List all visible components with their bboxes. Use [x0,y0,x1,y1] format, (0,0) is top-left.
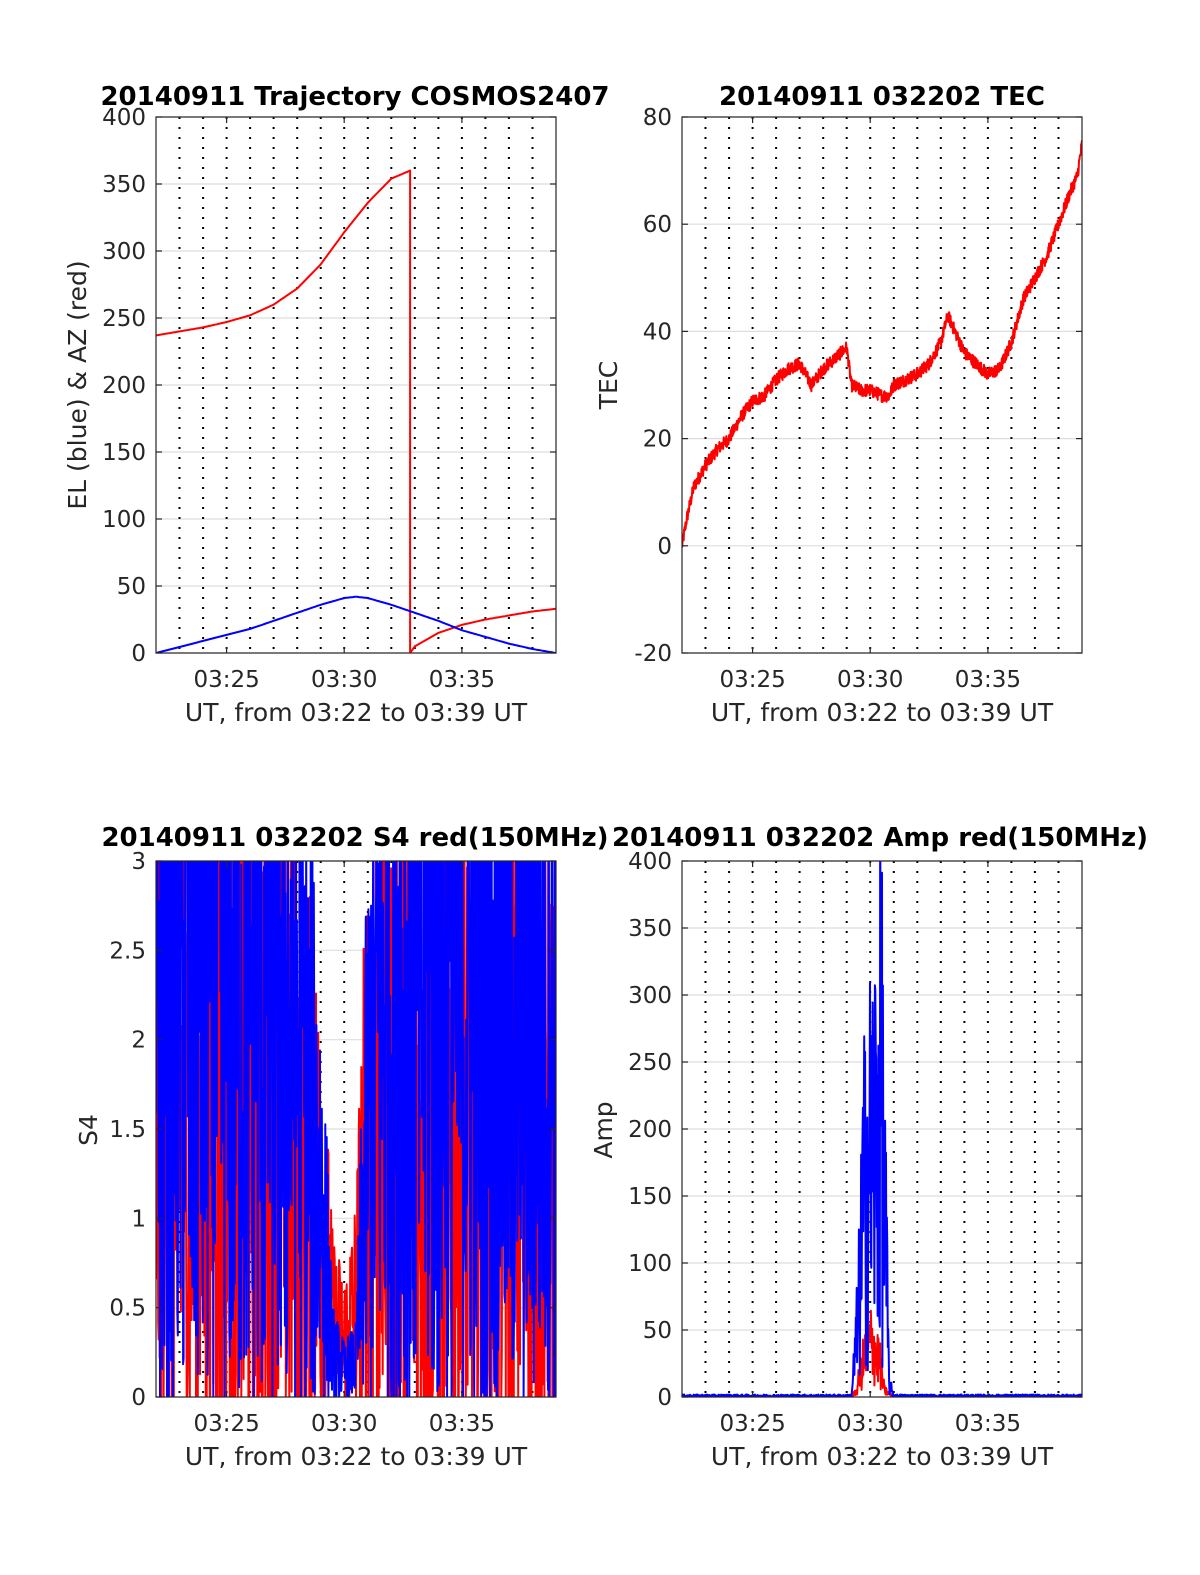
y-tick-label: 0.5 [109,1296,146,1322]
series-line [682,140,1082,548]
series-line [156,861,556,1397]
x-tick-label: 03:30 [837,667,903,693]
y-tick-label: 0 [131,1385,146,1411]
panel-amp: 20140911 032202 Amp red(150MHz) 0 50 100 15… [589,823,1148,1471]
panel-tec: 20140911 032202 TEC -20 0 20 40 60 80 03:25 03:… [594,82,1083,727]
x-tick-label: 03:30 [311,1411,377,1437]
y-axis-label: S4 [74,1114,103,1146]
y-tick-label: 100 [102,507,146,533]
y-tick-label: 300 [628,983,672,1009]
x-tick-label: 03:30 [311,667,377,693]
y-tick-label: 400 [102,105,146,131]
x-tick-label: 03:35 [429,1411,495,1437]
y-tick-label: 80 [643,105,672,131]
x-tick-label: 03:25 [193,667,259,693]
y-tick-label: 350 [102,172,146,198]
y-tick-label: 0 [657,534,672,560]
x-tick-label: 03:25 [719,667,785,693]
panel-s4: 20140911 032202 S4 red(150MHz) 0 0.5 1 1.5 2… [74,823,609,1471]
series-line [682,861,1082,1397]
x-tick-label: 03:35 [429,667,495,693]
y-tick-label: 20 [643,427,672,453]
y-tick-label: 2 [131,1028,146,1054]
x-tick-label: 03:30 [837,1411,903,1437]
x-tick-label: 03:35 [955,1411,1021,1437]
y-tick-label: -20 [634,641,672,667]
y-tick-label: 50 [643,1318,672,1344]
y-tick-label: 250 [628,1050,672,1076]
y-tick-label: 150 [102,440,146,466]
panel-title: 20140911 032202 TEC [719,82,1045,112]
y-tick-label: 2.5 [109,938,146,964]
x-tick-label: 03:25 [193,1411,259,1437]
panel-title: 20140911 032202 S4 red(150MHz) [101,823,608,853]
y-axis-label: TEC [594,361,623,411]
y-tick-label: 200 [628,1117,672,1143]
x-axis-label: UT, from 03:22 to 03:39 UT [185,1442,528,1471]
y-tick-label: 350 [628,916,672,942]
y-tick-label: 0 [657,1385,672,1411]
y-tick-label: 200 [102,373,146,399]
x-axis-label: UT, from 03:22 to 03:39 UT [185,698,528,727]
x-tick-label: 03:25 [719,1411,785,1437]
y-tick-label: 400 [628,849,672,875]
y-tick-label: 40 [643,319,672,345]
y-tick-label: 300 [102,239,146,265]
y-tick-label: 0 [131,641,146,667]
y-tick-label: 250 [102,306,146,332]
x-axis-label: UT, from 03:22 to 03:39 UT [711,1442,1054,1471]
y-tick-label: 1 [131,1206,146,1232]
y-axis-label: Amp [589,1101,618,1158]
plot-area [681,116,1083,654]
y-tick-label: 3 [131,849,146,875]
y-tick-label: 100 [628,1251,672,1277]
series-line [156,595,556,653]
x-tick-label: 03:35 [955,667,1021,693]
y-axis-label: EL (blue) & AZ (red) [63,260,92,509]
y-tick-label: 150 [628,1184,672,1210]
panel-title: 20140911 032202 Amp red(150MHz) [612,823,1148,853]
panel-title: 20140911 Trajectory COSMOS2407 [100,82,609,112]
panel-trajectory: 20140911 Trajectory COSMOS2407 0 50 100 150… [63,82,610,727]
y-tick-label: 1.5 [109,1117,146,1143]
y-tick-label: 60 [643,212,672,238]
y-tick-label: 50 [117,574,146,600]
x-axis-label: UT, from 03:22 to 03:39 UT [711,698,1054,727]
series-line [156,169,556,653]
